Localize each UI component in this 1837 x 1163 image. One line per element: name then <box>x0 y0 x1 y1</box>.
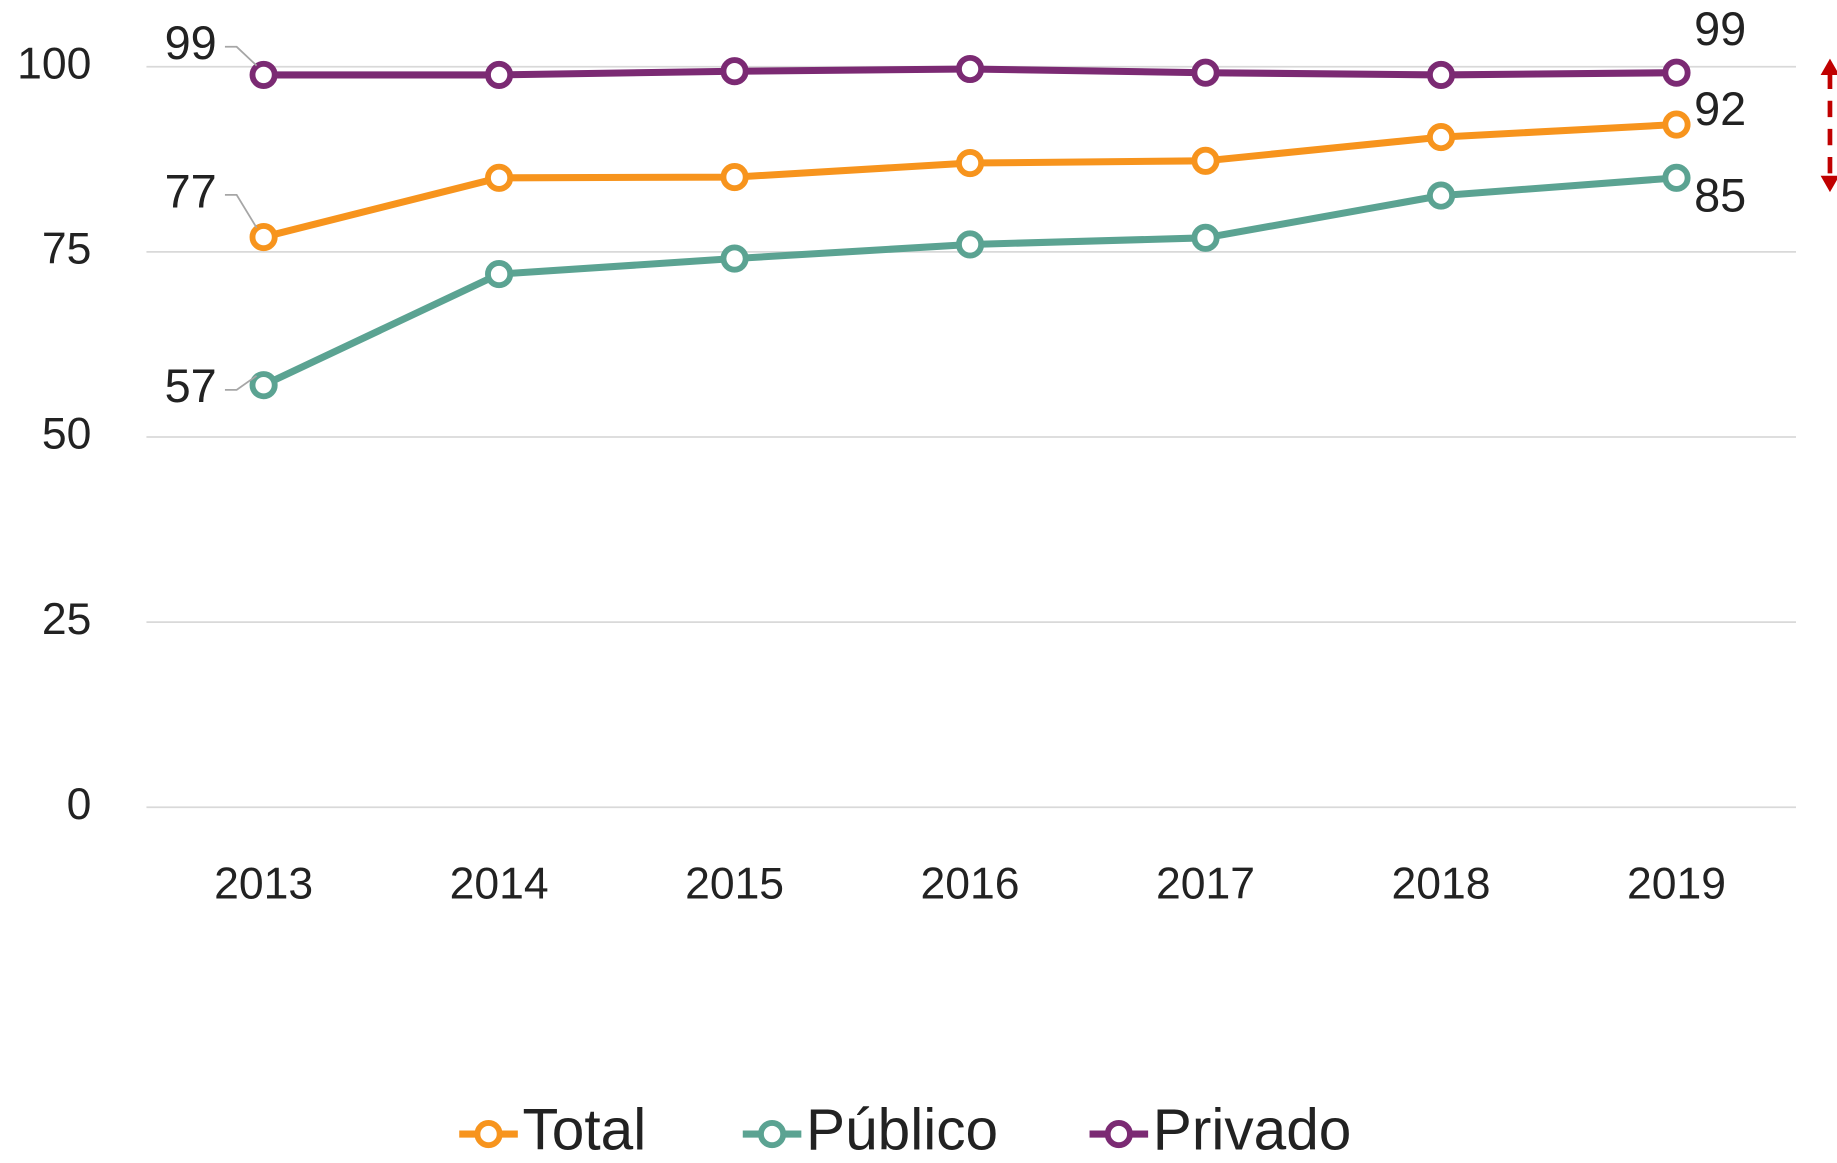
point <box>1426 60 1456 89</box>
y-tick-label: 75 <box>42 225 91 274</box>
data-label: 57 <box>165 360 217 412</box>
y-tick-label: 25 <box>42 595 91 644</box>
legend-marker <box>757 1120 787 1149</box>
x-tick-label: 2016 <box>921 860 1020 909</box>
point <box>1191 223 1220 252</box>
data-label: 77 <box>165 165 217 217</box>
point <box>1191 58 1220 87</box>
leader-line <box>224 194 258 229</box>
legend-label: Público <box>806 1098 998 1163</box>
point <box>1426 181 1456 210</box>
point <box>1662 110 1691 139</box>
series-line <box>262 121 1677 241</box>
point <box>485 163 514 192</box>
point <box>1662 58 1691 87</box>
point <box>955 54 985 84</box>
legend-item: Total <box>459 1098 646 1163</box>
legend-item: Privado <box>1089 1098 1352 1163</box>
x-tick-label: 2018 <box>1392 860 1491 909</box>
point <box>249 371 278 400</box>
point <box>249 60 278 89</box>
point <box>720 163 749 192</box>
legend-item: Público <box>742 1098 998 1163</box>
data-label: 85 <box>1694 169 1746 221</box>
range-arrow <box>1820 58 1837 193</box>
point <box>1191 146 1220 175</box>
x-tick-label: 2019 <box>1627 860 1726 909</box>
point <box>1662 163 1691 192</box>
leader-line <box>224 375 258 391</box>
y-tick-label: 50 <box>42 410 91 459</box>
point <box>485 260 514 289</box>
point <box>720 57 749 86</box>
legend-label: Privado <box>1153 1098 1352 1163</box>
legend-marker <box>474 1120 503 1149</box>
legend-label: Total <box>523 1098 647 1163</box>
point <box>720 244 749 273</box>
legend-marker <box>1104 1120 1133 1149</box>
point <box>955 148 985 178</box>
y-tick-label: 0 <box>67 780 92 829</box>
x-tick-label: 2017 <box>1156 860 1255 909</box>
data-label: 99 <box>165 17 217 69</box>
point <box>1426 123 1456 152</box>
series-line <box>262 174 1677 389</box>
point <box>249 223 278 252</box>
point <box>955 230 985 259</box>
data-label: 92 <box>1694 83 1746 135</box>
leader-line <box>224 45 258 67</box>
data-label: 99 <box>1694 3 1746 55</box>
x-tick-label: 2013 <box>214 860 313 909</box>
x-tick-label: 2014 <box>450 860 549 909</box>
point <box>485 60 514 89</box>
y-tick-label: 100 <box>17 40 91 89</box>
x-tick-label: 2015 <box>685 860 784 909</box>
